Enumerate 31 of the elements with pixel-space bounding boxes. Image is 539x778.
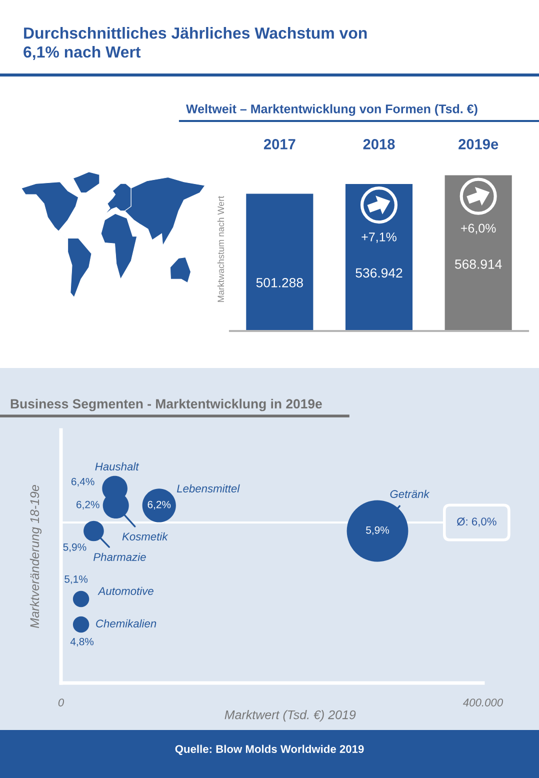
annotation: Lebensmittel [176, 484, 240, 492]
ref-line-label: Ø: 6,0% [456, 517, 496, 527]
data-label: 5,9% [63, 543, 86, 552]
annotation: Haushalt [95, 462, 140, 470]
x-tick-label: 400.000 [462, 698, 503, 706]
annotation: Chemikalien [96, 619, 156, 628]
data-label: 536.942 [356, 268, 402, 278]
annotation: +7,1% [362, 232, 396, 243]
x-tick-label: 2018 [363, 139, 395, 150]
source-note: Quelle: Blow Molds Worldwide 2019 [175, 744, 364, 756]
chart-subtitle: Weltweit – Marktentwicklung von Formen (Tsd. €) [186, 104, 478, 116]
data-label: 6,2% [148, 500, 171, 510]
data-label: 6,4% [71, 478, 94, 487]
data-label: 501.288 [256, 278, 303, 288]
chart-title: Business Segmenten - Marktentwicklung in 2019e [10, 398, 322, 412]
y-axis-title: Marktveränderung 18-19e [30, 485, 42, 628]
annotation: Kosmetik [122, 532, 168, 540]
chart-title: Durchschnittliches Jährliches Wachstum von 6,1% nach Wert [24, 27, 367, 60]
x-tick-label: 2019e [458, 139, 498, 150]
x-tick-label: 0 [58, 698, 64, 706]
annotation: +6,0% [461, 224, 496, 234]
annotation: Pharmazie [93, 552, 146, 561]
x-axis-title: Marktwert (Tsd. €) 2019 [224, 710, 356, 722]
y-axis-title: Marktwachstum nach Wert [217, 196, 224, 302]
data-label: 568.914 [455, 259, 502, 269]
data-label: 6,2% [76, 500, 100, 510]
annotation: Automotive [98, 586, 154, 595]
x-tick-label: 2017 [264, 139, 296, 150]
data-label: 5,1% [64, 575, 88, 584]
annotation: Getränk [390, 490, 430, 498]
data-label: 4,8% [70, 638, 94, 647]
